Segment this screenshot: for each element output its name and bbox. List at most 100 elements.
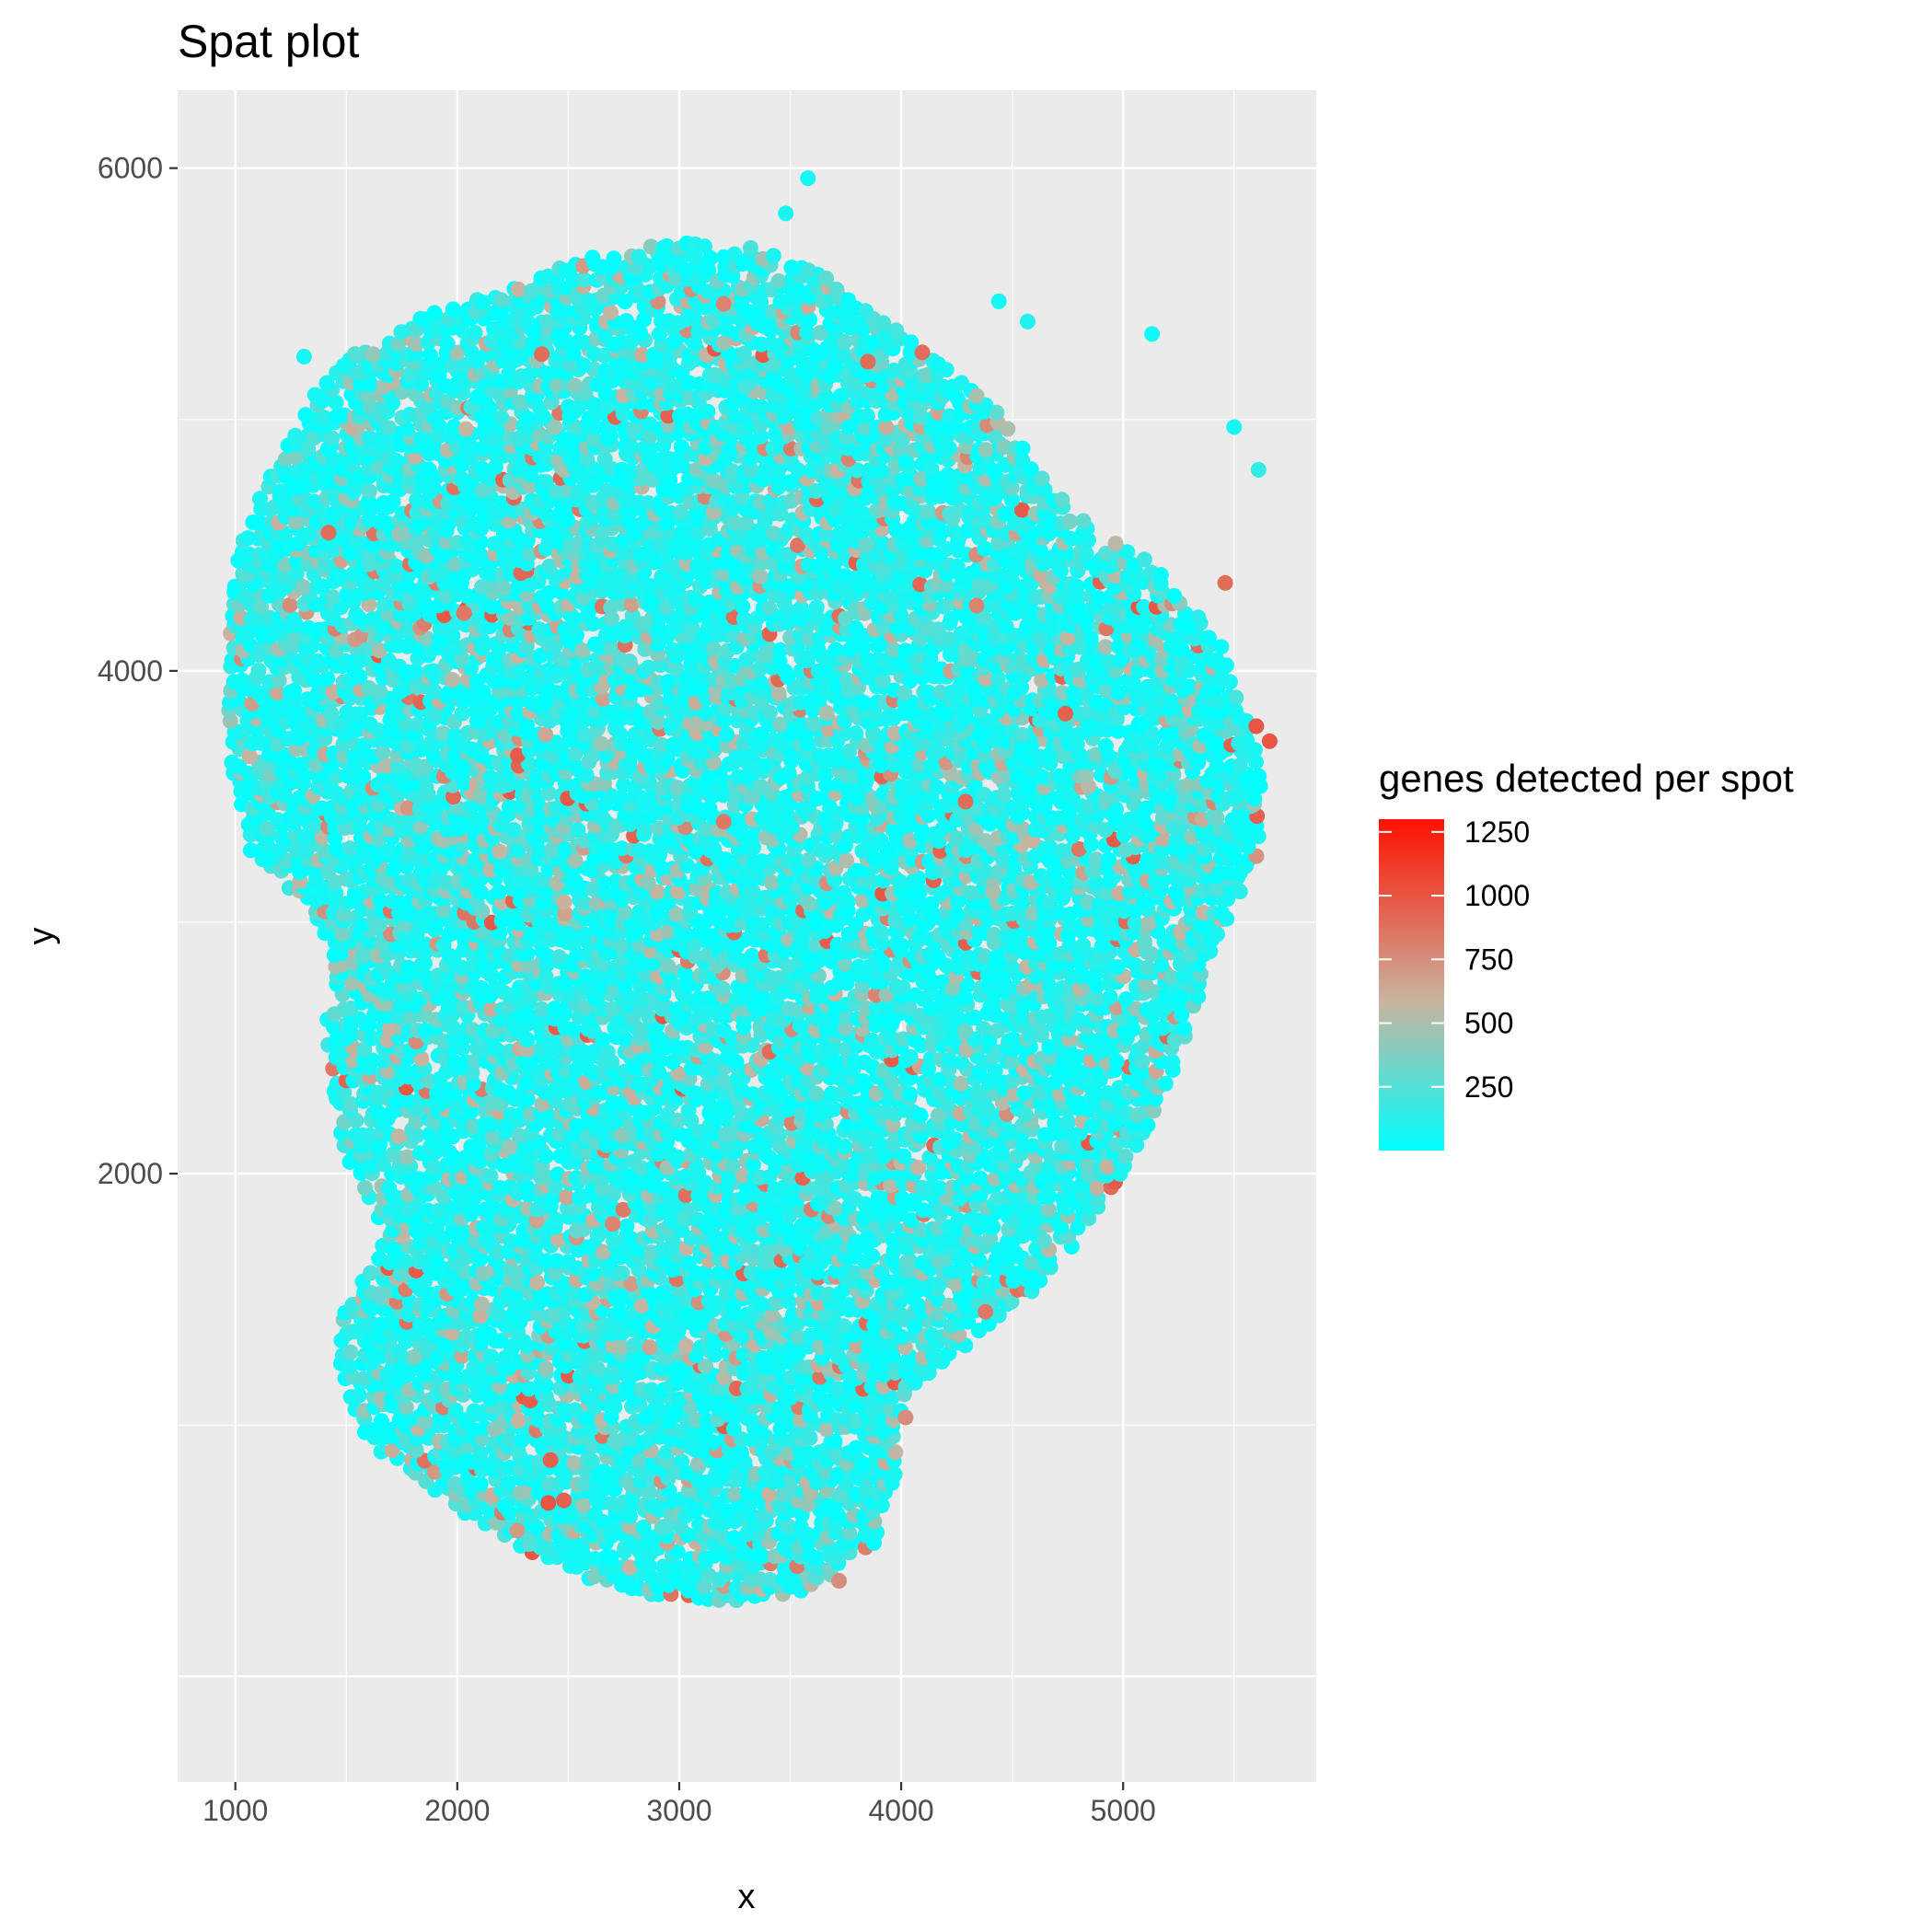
spot	[784, 1483, 801, 1499]
spot	[836, 885, 852, 901]
spot	[728, 1054, 745, 1070]
spot	[781, 1518, 797, 1534]
spot	[491, 884, 507, 900]
spot	[374, 1413, 389, 1429]
spot	[492, 843, 508, 860]
spot	[949, 907, 966, 923]
spot	[690, 1455, 706, 1472]
spot	[641, 1557, 657, 1574]
spot	[635, 1519, 652, 1535]
spot	[839, 852, 855, 869]
spot	[631, 1452, 648, 1469]
spot	[892, 873, 908, 890]
spot	[761, 1487, 778, 1502]
spot	[575, 1497, 592, 1513]
spot	[783, 1472, 800, 1487]
spot	[744, 947, 760, 964]
spot	[910, 1298, 927, 1313]
spot	[808, 1549, 825, 1566]
spot	[827, 1519, 843, 1534]
spot	[678, 1337, 694, 1354]
spot	[669, 1149, 686, 1165]
spot	[802, 1429, 818, 1446]
spot	[818, 842, 835, 859]
spot	[491, 1306, 507, 1323]
spot	[847, 1191, 863, 1208]
spot	[912, 1107, 929, 1124]
spot	[622, 1508, 638, 1524]
spot	[596, 1463, 612, 1479]
spot	[781, 1445, 797, 1462]
spot	[755, 1548, 771, 1565]
spot	[621, 1559, 638, 1576]
spot	[1213, 905, 1230, 921]
spot	[568, 873, 584, 890]
spot	[522, 1393, 538, 1409]
spot	[363, 1265, 378, 1281]
spot	[472, 1445, 489, 1462]
spot	[519, 1337, 536, 1354]
spot	[1108, 1053, 1125, 1070]
spot	[715, 1022, 732, 1038]
spot	[1035, 1232, 1052, 1249]
spot	[733, 1444, 749, 1461]
spot	[895, 979, 911, 996]
spot	[584, 1453, 600, 1470]
spot	[538, 1148, 554, 1164]
spot	[584, 1390, 601, 1406]
spot	[800, 1445, 816, 1462]
spot	[547, 1001, 563, 1017]
spot	[652, 1402, 668, 1418]
spot	[761, 1571, 778, 1588]
spot	[836, 1318, 852, 1335]
spot	[726, 1530, 743, 1546]
spot	[510, 1412, 526, 1429]
spot	[642, 1339, 658, 1356]
spot	[818, 1421, 835, 1438]
spot	[886, 1466, 903, 1483]
spot	[848, 1440, 864, 1456]
spot	[1075, 937, 1092, 954]
spot	[744, 1431, 759, 1448]
spot	[1102, 989, 1118, 1005]
spot	[855, 1073, 872, 1090]
chart-title: Spat plot	[178, 16, 359, 67]
spot	[584, 1266, 601, 1282]
spot	[873, 925, 890, 941]
spot	[1139, 959, 1155, 976]
spot	[1005, 1031, 1022, 1047]
spot	[550, 949, 567, 966]
spot	[725, 1420, 742, 1437]
spot	[556, 894, 573, 910]
spot	[417, 1414, 434, 1429]
spot	[357, 1180, 373, 1196]
spot	[856, 1054, 873, 1070]
spot	[848, 1413, 863, 1429]
spot	[887, 1444, 904, 1461]
spot	[482, 1168, 499, 1185]
spot	[724, 1157, 741, 1174]
spot	[538, 1389, 554, 1406]
spot	[603, 1549, 619, 1566]
spot	[792, 1518, 809, 1534]
spot-cloud	[221, 235, 1268, 1609]
spot	[683, 1399, 700, 1416]
spot	[972, 1170, 989, 1186]
spot	[351, 1387, 367, 1404]
spot	[473, 980, 490, 996]
spot	[744, 1413, 760, 1429]
spot	[643, 1569, 660, 1586]
spot	[884, 1390, 900, 1406]
spot	[391, 1412, 408, 1429]
spot	[566, 1455, 583, 1472]
spot	[614, 1265, 631, 1281]
spot	[743, 1507, 759, 1523]
spot	[855, 1455, 872, 1472]
spot	[473, 1296, 490, 1313]
spot	[772, 1420, 789, 1437]
spot	[604, 1496, 620, 1512]
spot	[976, 1275, 992, 1291]
spot	[902, 1086, 919, 1103]
spot	[500, 1084, 516, 1101]
